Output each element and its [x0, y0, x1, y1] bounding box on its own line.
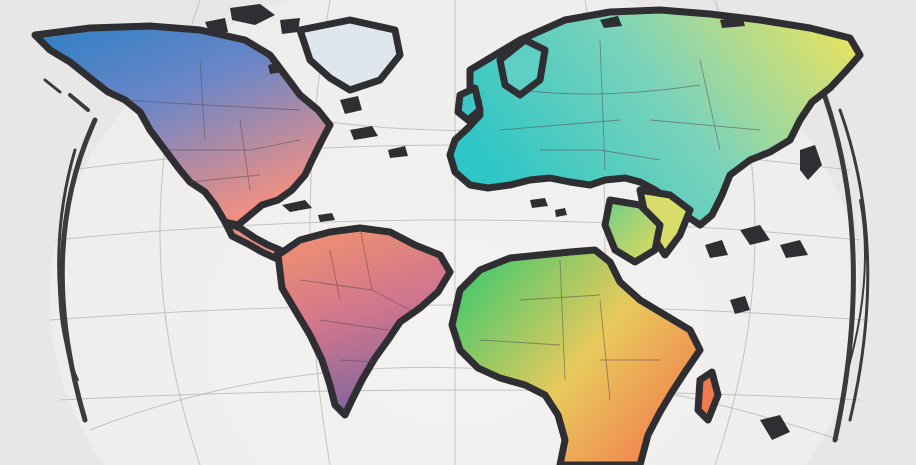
north-america	[31, 22, 335, 262]
decorative-islands	[350, 16, 790, 440]
arabia	[601, 196, 664, 266]
greenland	[205, 4, 404, 114]
eurasia	[446, 6, 864, 259]
africa	[448, 246, 722, 465]
globe-outline	[43, 67, 870, 443]
south-america	[274, 224, 454, 419]
